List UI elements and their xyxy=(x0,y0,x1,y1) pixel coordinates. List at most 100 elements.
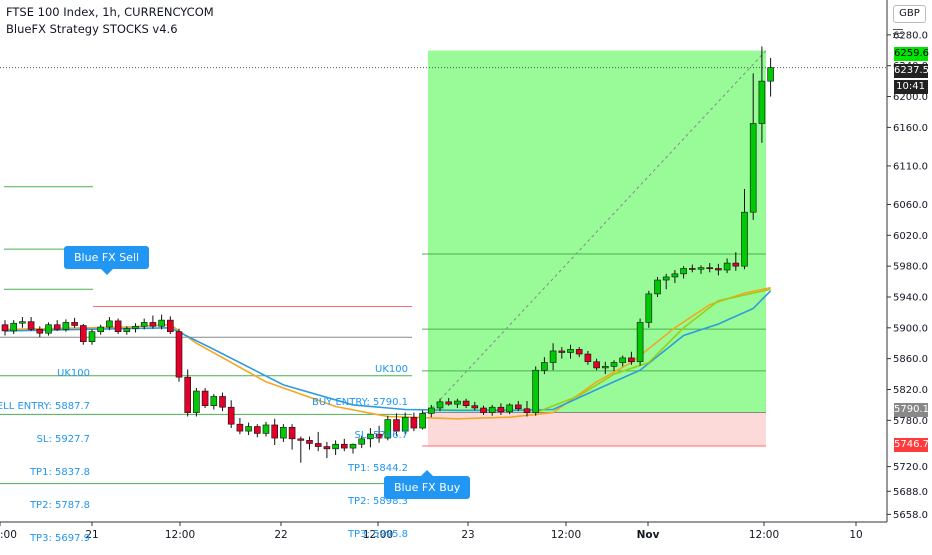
candle-body xyxy=(454,400,461,405)
symbol-title[interactable]: FTSE 100 Index, 1h, CURRENCYCOM xyxy=(6,5,214,19)
candle-body xyxy=(306,440,313,444)
candle-body xyxy=(149,322,157,327)
time-tick-label: 12:00 xyxy=(165,529,195,541)
candle-body xyxy=(254,426,261,434)
candle-body xyxy=(227,406,235,425)
candle-body xyxy=(1,324,9,332)
buy-info-line: BUY ENTRY: 5790.1 xyxy=(311,397,408,408)
candle-body xyxy=(358,438,366,445)
candle-body xyxy=(36,329,44,334)
candle-body xyxy=(671,273,679,278)
currency-button[interactable]: GBP xyxy=(893,5,926,23)
candle-body xyxy=(62,322,70,330)
price-tick-label: 6110.0 xyxy=(893,161,928,172)
candle-body xyxy=(419,413,426,429)
candle-body xyxy=(53,324,61,330)
indicator-name[interactable]: BlueFX Strategy STOCKS v4.6 xyxy=(6,22,178,36)
candle-body xyxy=(715,268,722,271)
candle-body xyxy=(245,426,252,432)
candle-body xyxy=(88,331,96,342)
time-tick-label: Nov xyxy=(637,529,660,541)
candle-body xyxy=(558,350,566,353)
candle-body xyxy=(680,268,687,275)
candle-body xyxy=(601,366,609,369)
candle-body xyxy=(628,357,635,363)
price-tick-label: 6200.0 xyxy=(893,92,928,103)
candle-body xyxy=(480,407,487,413)
candles xyxy=(1,46,774,463)
buy-info-line: TP3: 5995.8 xyxy=(347,529,408,540)
candle-body xyxy=(567,349,574,353)
candle-body xyxy=(506,404,513,413)
candle-body xyxy=(575,349,583,355)
candle-body xyxy=(314,443,322,447)
candle-body xyxy=(497,406,505,413)
candle-body xyxy=(375,433,383,439)
sell-info-line: TP2: 5787.8 xyxy=(29,500,90,511)
candle-body xyxy=(636,322,644,363)
moving-average-line xyxy=(535,288,771,414)
candle-body xyxy=(706,267,714,269)
candle-body xyxy=(758,80,766,124)
candle-body xyxy=(106,320,113,328)
candle-body xyxy=(662,276,670,281)
buy-info-line: SL: 5746.7 xyxy=(354,430,408,441)
candle-body xyxy=(167,319,174,332)
sell-info-line: SELL ENTRY: 5887.7 xyxy=(0,401,90,412)
candle-body xyxy=(175,331,183,378)
candle-body xyxy=(201,390,209,406)
sell-signal-label: Blue FX Sell xyxy=(64,246,150,275)
candle-body xyxy=(80,325,87,342)
sell-info-line: UK100 xyxy=(57,368,90,379)
candle-body xyxy=(45,324,52,334)
time-tick-label: 23 xyxy=(461,529,474,541)
candle-body xyxy=(427,407,435,414)
candle-body xyxy=(236,423,244,432)
candle-body xyxy=(393,419,400,432)
candle-body xyxy=(323,446,331,450)
entry-price-tag: 5790.1 xyxy=(894,403,929,417)
candle-body xyxy=(27,321,35,330)
menu-icon[interactable] xyxy=(893,29,903,42)
candle-body xyxy=(523,408,531,413)
price-tick-label: 5860.0 xyxy=(893,354,928,365)
stop-price-tag: 5746.7 xyxy=(894,438,929,452)
price-tick-label: 5940.0 xyxy=(893,292,928,303)
price-tick-label: 5820.0 xyxy=(893,385,928,396)
candle-body xyxy=(71,322,78,326)
candle-body xyxy=(619,357,627,363)
countdown-tag: 10:41 xyxy=(894,80,928,94)
candle-body xyxy=(132,325,139,329)
candle-body xyxy=(158,319,165,327)
candle-body xyxy=(297,438,305,441)
candle-body xyxy=(767,67,774,82)
candle-body xyxy=(367,433,374,440)
candle-body xyxy=(401,416,409,432)
sell-info-box: UK100 SELL ENTRY: 5887.7 SL: 5927.7 TP1:… xyxy=(0,346,90,555)
price-tick-label: 5658.0 xyxy=(893,510,928,521)
candle-body xyxy=(436,401,444,409)
time-tick-label: :00 xyxy=(0,529,17,541)
time-tick-label: 12:00 xyxy=(363,529,393,541)
candle-body xyxy=(140,322,148,327)
candle-body xyxy=(549,350,557,363)
buy-info-box: UK100 BUY ENTRY: 5790.1 SL: 5746.7 TP1: … xyxy=(312,342,408,551)
price-tick-label: 5980.0 xyxy=(893,262,928,273)
time-tick-label: 22 xyxy=(274,529,287,541)
candle-body xyxy=(262,424,270,434)
candle-body xyxy=(645,293,653,323)
candle-body xyxy=(280,426,287,439)
candle-body xyxy=(349,443,357,449)
candle-body xyxy=(514,404,522,410)
trade-diagonal xyxy=(427,50,767,413)
candle-body xyxy=(193,390,200,413)
candle-body xyxy=(471,405,479,409)
time-tick-label: 12:00 xyxy=(749,529,779,541)
candle-body xyxy=(114,320,122,332)
candle-body xyxy=(340,443,348,449)
sell-info-line: TP3: 5697.9 xyxy=(29,533,90,544)
candle-body xyxy=(10,322,17,332)
candle-body xyxy=(123,328,131,332)
candle-body xyxy=(97,326,104,332)
